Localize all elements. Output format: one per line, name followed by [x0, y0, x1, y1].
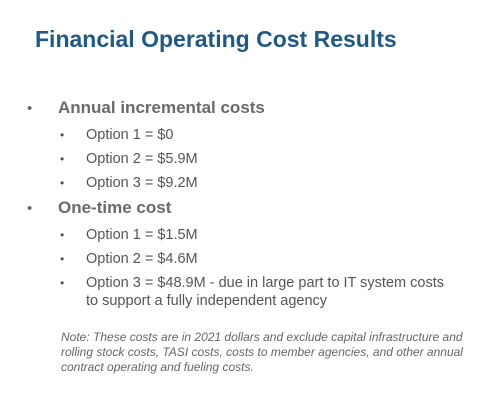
bullet-list: • Option 1 = $0 • Option 2 = $5.9M • Opt…	[27, 126, 477, 192]
section-one-time-cost: • One-time cost • Option 1 = $1.5M • Opt…	[27, 196, 477, 310]
bullet-icon: •	[60, 252, 65, 266]
list-item: • Option 3 = $9.2M	[27, 174, 477, 192]
list-item-text: Option 2 = $5.9M	[86, 151, 198, 167]
section-heading: One-time cost	[58, 198, 172, 217]
list-item: • Option 1 = $1.5M	[27, 226, 477, 244]
slide-content: • Annual incremental costs • Option 1 = …	[27, 96, 477, 310]
section-annual-incremental-costs: • Annual incremental costs • Option 1 = …	[27, 96, 477, 192]
bullet-icon: •	[60, 128, 65, 142]
list-item-text: Option 1 = $0	[86, 127, 174, 143]
slide-title: Financial Operating Cost Results	[35, 26, 397, 52]
bullet-icon: •	[27, 200, 33, 217]
list-item: • Option 2 = $5.9M	[27, 150, 477, 168]
list-item-text: Option 3 = $9.2M	[86, 175, 198, 191]
list-item: • Option 3 = $48.9M - due in large part …	[27, 274, 477, 310]
list-item: • Option 2 = $4.6M	[27, 250, 477, 268]
list-item-text: Option 1 = $1.5M	[86, 227, 198, 243]
list-item-text: Option 3 = $48.9M - due in large part to…	[86, 275, 444, 309]
list-item-text: Option 2 = $4.6M	[86, 251, 198, 267]
bullet-icon: •	[60, 276, 65, 290]
cost-footnote: Note: These costs are in 2021 dollars an…	[61, 330, 463, 374]
bullet-icon: •	[27, 100, 33, 117]
section-heading: Annual incremental costs	[58, 98, 265, 117]
bullet-list: • Option 1 = $1.5M • Option 2 = $4.6M • …	[27, 226, 477, 310]
bullet-icon: •	[60, 152, 65, 166]
list-item: • Option 1 = $0	[27, 126, 477, 144]
bullet-icon: •	[60, 228, 65, 242]
bullet-icon: •	[60, 176, 65, 190]
